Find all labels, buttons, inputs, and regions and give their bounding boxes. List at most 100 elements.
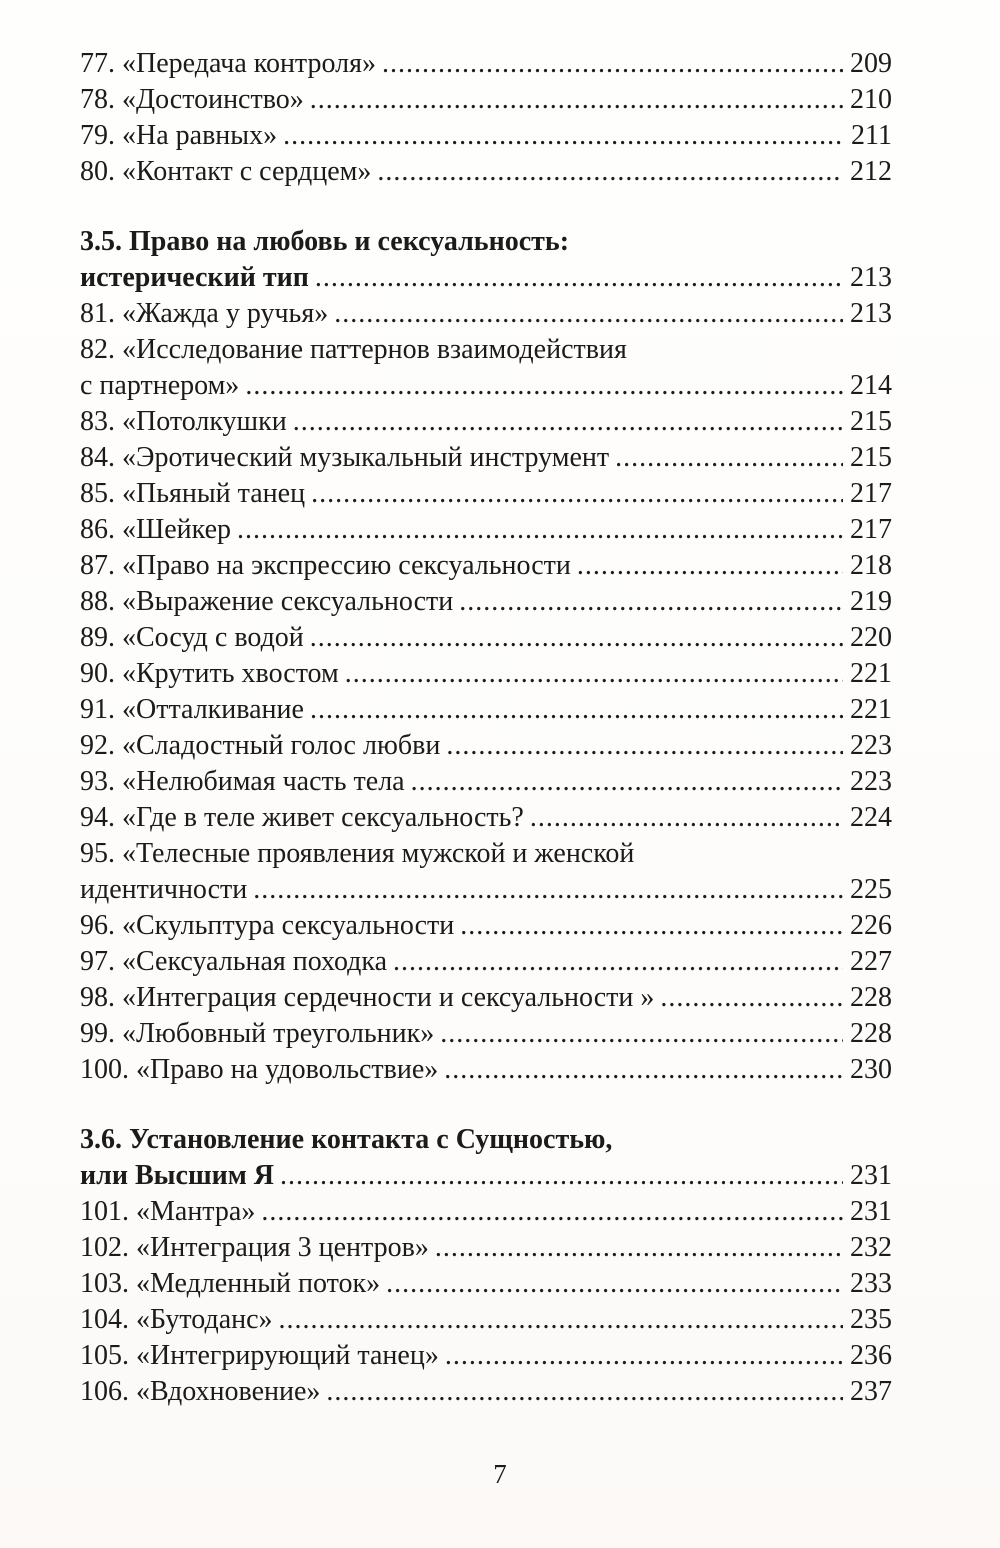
toc-entry: 101. «Мантра» 231 xyxy=(80,1194,892,1230)
toc-entry: 97. «Сексуальная походка 227 xyxy=(80,944,892,980)
toc-entry-page: 230 xyxy=(850,1054,892,1085)
toc-entry-label: 94. «Где в теле живет сексуальность? xyxy=(80,802,524,833)
toc-entry: 93. «Нелюбимая часть тела 223 xyxy=(80,764,892,800)
toc-spacer xyxy=(80,1088,892,1122)
toc-entry-page: 236 xyxy=(850,1340,892,1371)
dot-leader xyxy=(386,1266,843,1302)
dot-leader xyxy=(435,1230,843,1266)
dot-leader xyxy=(345,656,843,692)
toc-entry-page: 235 xyxy=(850,1304,892,1335)
toc-entry-page: 221 xyxy=(850,658,892,689)
toc-entry-label: 77. «Передача контроля» xyxy=(80,48,376,79)
dot-leader xyxy=(445,1338,843,1374)
toc-entry: 78. «Достоинство» 210 xyxy=(80,82,892,118)
toc-entry-page: 213 xyxy=(850,298,892,329)
toc-entry-label: 88. «Выражение сексуальности xyxy=(80,586,454,617)
toc-entry-page: 231 xyxy=(850,1160,892,1191)
toc-entry-label: 84. «Эротический музыкальный инструмент xyxy=(80,442,610,473)
toc-entry: 84. «Эротический музыкальный инструмент 2… xyxy=(80,440,892,476)
toc-entry-page: 237 xyxy=(850,1376,892,1407)
toc-entry-label: с партнером» xyxy=(80,370,240,401)
dot-leader xyxy=(261,1194,843,1230)
dot-leader xyxy=(460,908,843,944)
toc-section-heading: истерический тип 213 xyxy=(80,260,892,296)
toc-entry-label: 85. «Пьяный танец xyxy=(80,478,306,509)
toc-entry-page: 223 xyxy=(850,730,892,761)
toc-entry-page: 215 xyxy=(850,442,892,473)
toc-entry-label: 90. «Крутить хвостом xyxy=(80,658,339,689)
dot-leader xyxy=(334,296,843,332)
toc-entry: 88. «Выражение сексуальности 219 xyxy=(80,584,892,620)
toc-entry: 94. «Где в теле живет сексуальность? 224 xyxy=(80,800,892,836)
toc-entry-label: 96. «Скульптура сексуальности xyxy=(80,910,455,941)
toc-entry-label: 100. «Право на удовольствие» xyxy=(80,1054,439,1085)
toc-entry-page: 219 xyxy=(850,586,892,617)
toc-entry: 83. «Потолкушки 215 xyxy=(80,404,892,440)
toc-entry-label: 104. «Бутоданс» xyxy=(80,1304,273,1335)
dot-leader xyxy=(440,1016,843,1052)
toc-entry-page: 210 xyxy=(850,84,892,115)
dot-leader xyxy=(530,800,843,836)
toc-entry-page: 213 xyxy=(850,262,892,293)
toc-entry-page: 227 xyxy=(850,946,892,977)
toc-entry-label: 92. «Сладостный голос любви xyxy=(80,730,441,761)
dot-leader xyxy=(310,620,843,656)
dot-leader xyxy=(446,728,843,764)
toc-entry-page: 233 xyxy=(850,1268,892,1299)
page-footer: 7 xyxy=(0,1459,1000,1490)
dot-leader xyxy=(310,82,843,118)
toc-entry: 96. «Скульптура сексуальности 226 xyxy=(80,908,892,944)
dot-leader xyxy=(444,1052,843,1088)
toc-entry: 99. «Любовный треугольник» 228 xyxy=(80,1016,892,1052)
dot-leader xyxy=(237,512,843,548)
dot-leader xyxy=(377,154,843,190)
toc-entry-page: 232 xyxy=(850,1232,892,1263)
toc-entry-label: 78. «Достоинство» xyxy=(80,84,304,115)
toc-entry: 77. «Передача контроля» 209 xyxy=(80,46,892,82)
toc-entry-page: 211 xyxy=(851,120,892,151)
toc-entry: 104. «Бутоданс» 235 xyxy=(80,1302,892,1338)
toc-entry: 106. «Вдохновение» 237 xyxy=(80,1374,892,1410)
toc-entry-label: 89. «Сосуд с водой xyxy=(80,622,304,653)
toc-entry-label: 99. «Любовный треугольник» xyxy=(80,1018,435,1049)
toc-entry: 91. «Отталкивание 221 xyxy=(80,692,892,728)
toc-entry-page: 226 xyxy=(850,910,892,941)
dot-leader xyxy=(615,440,843,476)
dot-leader xyxy=(393,944,843,980)
toc-entry-label: 80. «Контакт с сердцем» xyxy=(80,156,372,187)
dot-leader xyxy=(326,1374,843,1410)
toc-section-heading-line1: 3.5. Право на любовь и сексуальность: xyxy=(80,226,570,257)
toc-entry-label: 105. «Интегрирующий танец» xyxy=(80,1340,439,1371)
toc-entry-label: 86. «Шейкер xyxy=(80,514,231,545)
toc-entry-line1: 82. «Исследование паттернов взаимодейств… xyxy=(80,334,627,365)
toc-entry-page: 217 xyxy=(850,514,892,545)
dot-leader xyxy=(293,404,843,440)
toc-entry-page: 228 xyxy=(850,1018,892,1049)
toc-entry: 81. «Жажда у ручья» 213 xyxy=(80,296,892,332)
dot-leader xyxy=(310,692,843,728)
toc-entry-page: 215 xyxy=(850,406,892,437)
toc-entry-line1: 95. «Телесные проявления мужской и женск… xyxy=(80,838,635,869)
toc-entry: с партнером» 214 xyxy=(80,368,892,404)
toc-section-heading-line1: 3.6. Установление контакта с Сущностью, xyxy=(80,1124,613,1155)
dot-leader xyxy=(315,260,843,296)
toc-entry-page: 224 xyxy=(850,802,892,833)
toc-entry-page: 209 xyxy=(850,48,892,79)
toc-entry-label: 79. «На равных» xyxy=(80,120,278,151)
dot-leader xyxy=(245,368,843,404)
dot-leader xyxy=(577,548,843,584)
toc-entry-label: 103. «Медленный поток» xyxy=(80,1268,381,1299)
toc-entry: 79. «На равных» 211 xyxy=(80,118,892,154)
toc-entry-label: идентичности xyxy=(80,874,248,905)
toc-entry-label: 91. «Отталкивание xyxy=(80,694,304,725)
toc-entry: 92. «Сладостный голос любви 223 xyxy=(80,728,892,764)
toc-section-heading: или Высшим Я 231 xyxy=(80,1158,892,1194)
toc-entry: 90. «Крутить хвостом 221 xyxy=(80,656,892,692)
dot-leader xyxy=(279,1302,843,1338)
dot-leader xyxy=(280,1158,843,1194)
toc-entry-page: 214 xyxy=(850,370,892,401)
toc-entry-label: 98. «Интеграция сердечности и сексуально… xyxy=(80,982,655,1013)
toc-entry-page: 217 xyxy=(850,478,892,509)
